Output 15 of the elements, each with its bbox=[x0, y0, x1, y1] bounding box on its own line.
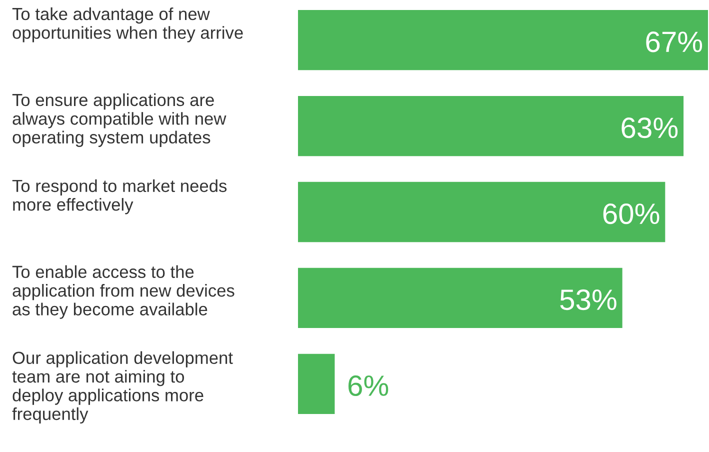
y-tick-label: To respond to market needs more effectively bbox=[12, 179, 227, 214]
data-label: 67% bbox=[646, 32, 702, 52]
data-label: 53% bbox=[560, 289, 616, 310]
y-tick-label: To ensure applications are always compatible with new operating system updates bbox=[12, 93, 226, 147]
bar bbox=[298, 182, 666, 242]
bar bbox=[298, 10, 708, 70]
data-label: 6% bbox=[348, 375, 388, 396]
data-label: 63% bbox=[622, 118, 678, 138]
bar bbox=[298, 268, 622, 328]
y-tick-label: Our application development team are not aiming to deploy applications more frequently bbox=[12, 351, 233, 424]
bar bbox=[298, 354, 335, 414]
bar bbox=[298, 96, 684, 156]
data-label: 60% bbox=[603, 203, 660, 224]
y-tick-label: To enable access to the application from new devices as they become available bbox=[12, 265, 234, 319]
y-tick-label: To take advantage of new opportunities when they arrive bbox=[12, 7, 243, 42]
